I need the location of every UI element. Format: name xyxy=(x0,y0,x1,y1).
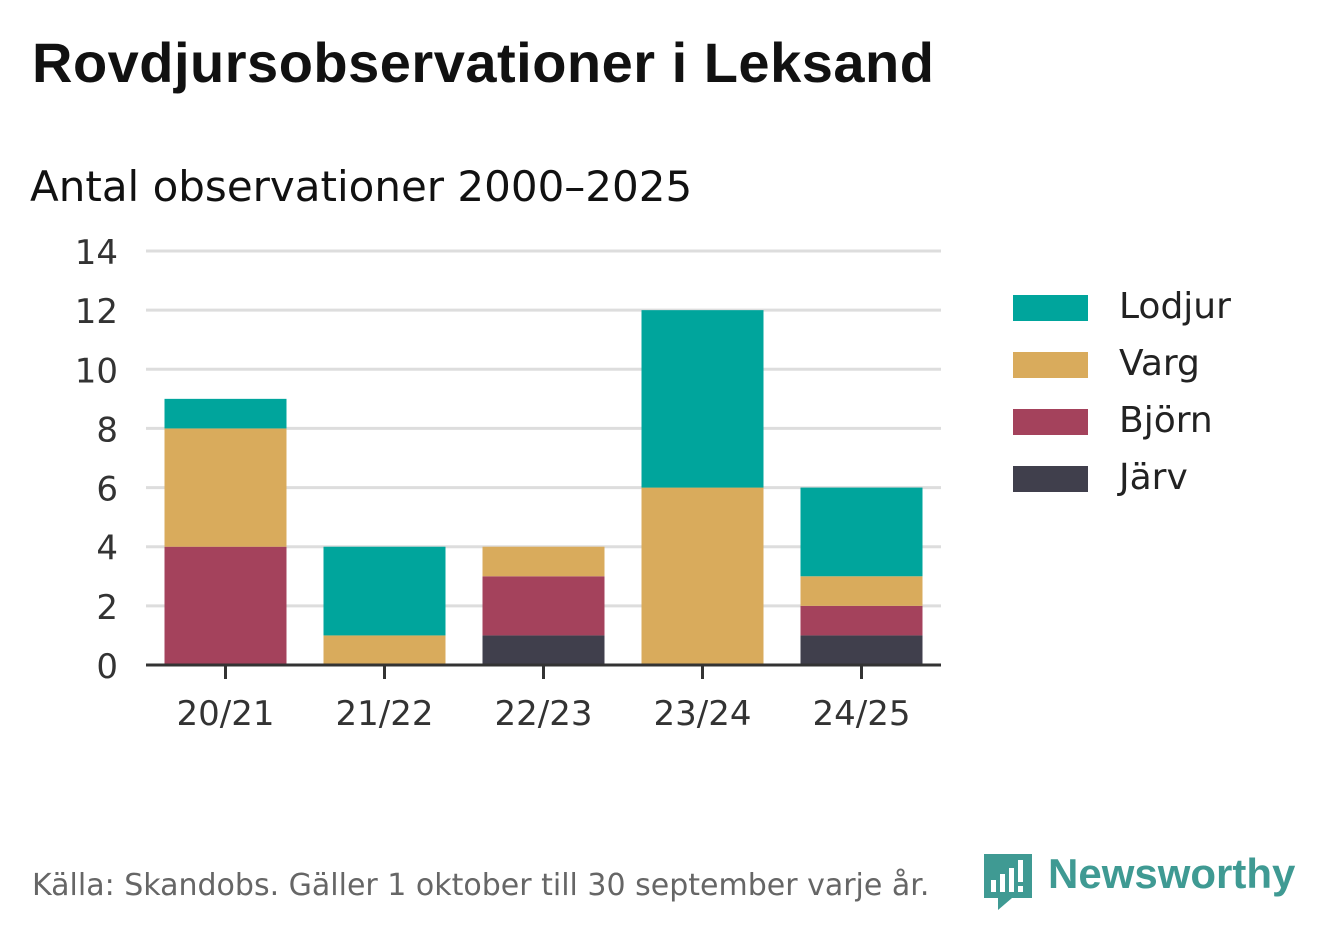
y-tick-label: 12 xyxy=(75,292,118,332)
legend-swatch-bjorn xyxy=(1013,409,1088,435)
y-tick-label: 6 xyxy=(96,470,118,510)
y-tick-label: 8 xyxy=(96,410,118,450)
y-tick-label: 2 xyxy=(96,588,118,628)
x-tick-label: 21/22 xyxy=(336,694,434,734)
legend-swatch-varg xyxy=(1013,352,1088,378)
x-tick-label: 22/23 xyxy=(495,694,593,734)
axes: 0 2 4 6 8 10 12 14 20/21 21/22 22/23 23/24 24/25 xyxy=(75,233,941,734)
legend-swatch-lodjur xyxy=(1013,295,1088,321)
x-tick-label: 20/21 xyxy=(177,694,275,734)
bar-20-21-varg xyxy=(164,428,287,547)
chart-subtitle: Antal observationer 2000–2025 xyxy=(30,162,693,211)
x-tick-label: 24/25 xyxy=(813,694,911,734)
bar-20-21-björn xyxy=(164,546,287,665)
source-note: Källa: Skandobs. Gäller 1 oktober till 3… xyxy=(32,868,930,903)
legend-label-lodjur: Lodjur xyxy=(1119,286,1231,327)
brand-name: Newsworthy xyxy=(1048,850,1296,897)
y-tick-label: 10 xyxy=(75,351,118,391)
x-tick-label: 23/24 xyxy=(654,694,752,734)
bar-24-25-järv xyxy=(800,635,923,665)
legend-swatch-jarv xyxy=(1013,466,1088,492)
legend-label-jarv: Järv xyxy=(1119,457,1188,498)
y-tick-label: 0 xyxy=(96,647,118,687)
bar-22-23-varg xyxy=(482,546,605,577)
y-tick-label: 14 xyxy=(75,233,118,273)
bar-23-24-lodjur xyxy=(641,310,764,488)
legend-label-bjorn: Björn xyxy=(1119,400,1213,441)
brand-logo[interactable]: Newsworthy xyxy=(982,850,1302,910)
bar-23-24-varg xyxy=(641,487,764,665)
legend-label-varg: Varg xyxy=(1119,343,1200,384)
y-tick-label: 4 xyxy=(96,529,118,569)
bar-24-25-varg xyxy=(800,576,923,606)
bars xyxy=(164,310,923,665)
newsworthy-logo-icon xyxy=(984,854,1032,910)
bar-21-22-varg xyxy=(323,635,446,665)
bar-21-22-lodjur xyxy=(323,546,446,636)
bar-22-23-björn xyxy=(482,576,605,636)
bar-22-23-järv xyxy=(482,635,605,665)
bar-24-25-björn xyxy=(800,605,923,636)
chart-title: Rovdjursobservationer i Leksand xyxy=(32,31,935,94)
bar-20-21-lodjur xyxy=(164,398,287,429)
bar-24-25-lodjur xyxy=(800,487,923,577)
